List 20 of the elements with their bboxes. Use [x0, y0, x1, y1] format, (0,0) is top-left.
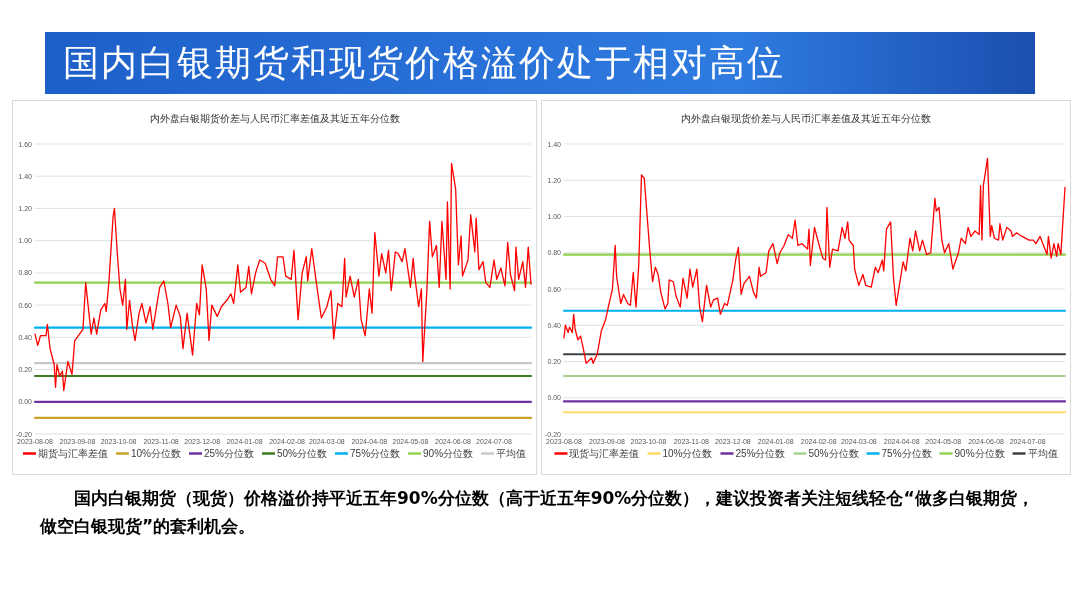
- legend-label: 90%分位数: [423, 448, 474, 459]
- legend-label: 平均值: [496, 448, 527, 459]
- legend-label: 10%分位数: [130, 448, 181, 459]
- chart-title: 内外盘白银期货价差与人民币汇率差值及其近五年分位数: [149, 113, 400, 124]
- legend-label: 90%分位数: [954, 448, 1005, 459]
- text: 国内白银期货和现货价格溢价处于相对高位: [45, 32, 1035, 94]
- legend-label: 现货与汇率差值: [569, 448, 640, 459]
- legend-label: 50%分位数: [808, 448, 859, 459]
- legend-label: 75%分位数: [881, 448, 932, 459]
- legend-label: 50%分位数: [276, 448, 328, 459]
- legend-label: 75%分位数: [350, 448, 401, 459]
- legend-label: 期货与汇率差值: [37, 448, 108, 459]
- legend-label: 10%分位数: [662, 448, 713, 459]
- line-series: [34, 162, 532, 392]
- line-series: [563, 157, 1066, 364]
- legend-label: 25%分位数: [735, 448, 786, 459]
- text: 国内白银期货（现货）价格溢价持平近五年90%分位数（高于近五年90%分位数），建议投资者关注短线轻仓“做多白银期货，做空白银现货”的套利机会。: [40, 487, 1035, 538]
- chart-title: 内外盘白银现货价差与人民币汇率差值及其近五年分位数: [681, 113, 931, 124]
- legend-label: 25%分位数: [203, 448, 254, 459]
- legend-label: 平均值: [1027, 448, 1058, 459]
